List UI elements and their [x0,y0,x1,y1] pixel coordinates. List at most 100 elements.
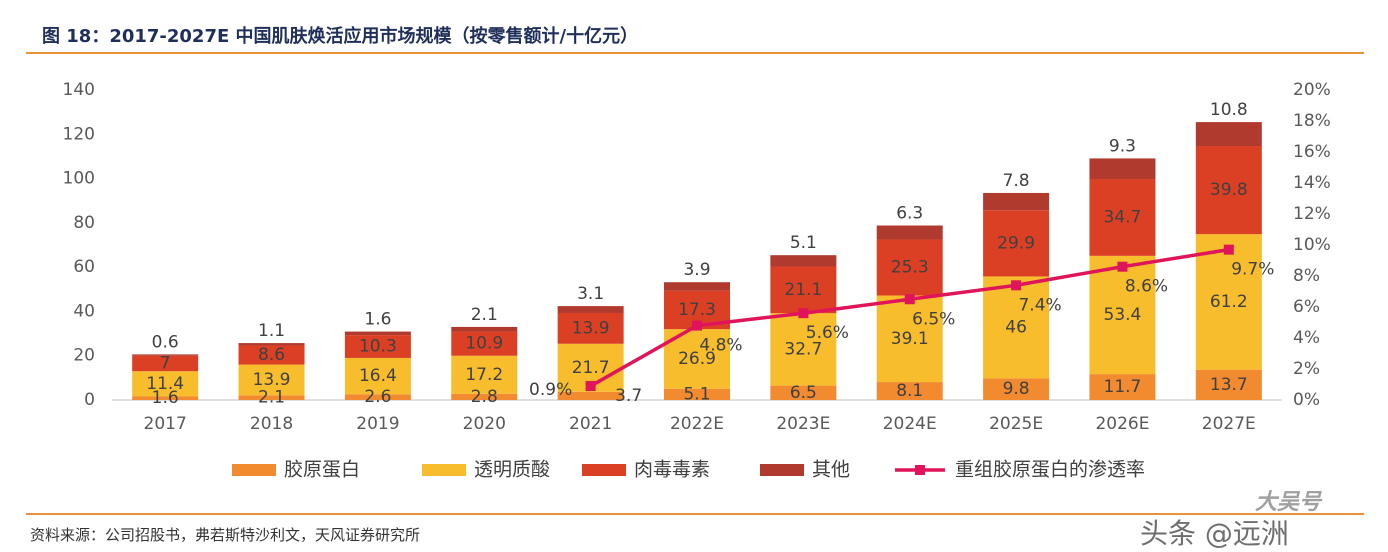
penetration-marker [1223,244,1234,255]
bar-data-label: 11.7 [1104,377,1142,397]
penetration-marker [904,294,915,305]
bar-segment-2 [451,355,518,394]
bar-data-label: 39.8 [1210,180,1248,200]
bar-segment-1 [1195,369,1262,400]
bar-segment-1 [238,395,305,400]
bar-segment-3 [344,335,411,358]
bar-segment-3 [132,355,199,372]
bar-segment-3 [238,345,305,365]
bar-segment-2 [1089,255,1156,375]
bar-segment-4 [876,225,943,240]
y-right-tick-label: 18% [1293,111,1331,131]
y-left-tick-label: 20 [73,346,95,366]
stacked-bar-chart: 0 20 40 60 80 100 120 140 0% 2% 4% 6% 8% 10% 12% 14% 16%… [63,80,1331,481]
bar-data-label: 8.1 [896,381,923,401]
bar-data-label: 61.2 [1210,292,1248,312]
bar-data-label: 8.6 [258,345,285,365]
bar-segment-1 [344,394,411,400]
bar-segment-4 [344,331,411,336]
penetration-data-label: 0.9% [529,380,572,400]
bar-data-label: 17.3 [678,300,716,320]
bar-data-label: 1.6 [364,310,391,330]
legend-swatch-1 [232,464,276,476]
y-left-tick-label: 60 [73,257,95,277]
y-right-tick-label: 0% [1293,390,1320,410]
source-divider [26,513,1364,515]
y-right-tick-label: 8% [1293,266,1320,286]
bar-segment-1 [770,385,837,400]
legend-label: 肉毒毒素 [634,459,710,481]
bar-data-label: 2.1 [258,388,285,408]
penetration-marker [1117,261,1128,272]
y-right-tick-label: 6% [1293,297,1320,317]
x-tick-label: 2023E [776,414,830,434]
legend-line-marker [915,465,925,475]
bar-segment-1 [983,378,1050,400]
bar-segment-2 [770,313,837,386]
bar-segment-4 [132,354,199,356]
bar-data-label: 21.1 [784,280,822,300]
bar-data-label: 26.9 [678,349,716,369]
bar-data-label: 16.4 [359,366,397,386]
legend-swatch-2 [422,464,466,476]
bar-segment-4 [238,343,305,346]
bar-data-label: 13.7 [1210,375,1248,395]
bar-segment-2 [238,364,305,396]
legend-swatch-4 [760,464,804,476]
bar-data-label: 9.8 [1003,379,1030,399]
x-tick-label: 2021 [569,414,612,434]
x-tick-label: 2019 [356,414,399,434]
penetration-data-label: 7.4% [1018,295,1061,315]
bar-data-label: 2.1 [471,305,498,325]
y-left-tick-label: 80 [73,213,95,233]
bar-segment-4 [983,192,1050,211]
bar-data-label: 10.9 [465,334,503,354]
bar-data-label: 7 [160,353,171,373]
bar-data-label: 46 [1005,317,1027,337]
bar-segment-1 [876,382,943,400]
bar-data-label: 10.8 [1210,100,1248,120]
penetration-data-label: 4.8% [699,336,742,356]
bar-segment-2 [1195,234,1262,370]
bar-data-label: 11.4 [146,374,184,394]
penetration-marker [798,308,809,319]
penetration-data-label: 8.6% [1125,277,1168,297]
penetration-marker [1011,280,1022,291]
bar-data-label: 13.9 [253,370,291,390]
legend-label: 透明质酸 [474,459,550,481]
bar-segment-2 [876,295,943,383]
bar-segment-4 [1195,122,1262,147]
bar-data-label: 6.3 [896,204,923,224]
bar-segment-1 [557,391,624,400]
x-tick-label: 2018 [250,414,293,434]
y-left-tick-label: 120 [63,124,95,144]
bar-data-label: 17.2 [465,365,503,385]
bar-data-label: 39.1 [891,329,929,349]
x-tick-label: 2025E [989,414,1043,434]
bar-segment-1 [664,388,730,400]
y-right-tick-label: 12% [1293,204,1331,224]
bar-segment-1 [451,393,518,400]
bar-data-label: 0.6 [152,332,179,352]
x-tick-label: 2020 [463,414,506,434]
penetration-data-label: 5.6% [806,323,849,343]
bar-data-label: 3.1 [577,284,604,304]
watermark-text: 头条 @远洲 [1140,517,1289,550]
bar-segment-2 [983,276,1050,379]
y-right-tick-label: 4% [1293,328,1320,348]
penetration-marker [585,381,596,392]
bar-data-label: 10.3 [359,337,397,357]
y-right-tick-label: 16% [1293,142,1331,162]
bar-data-label: 6.5 [790,383,817,403]
bar-data-label: 21.7 [572,358,610,378]
bar-segment-2 [132,371,199,397]
bar-data-label: 3.7 [615,386,642,406]
bar-data-label: 34.7 [1104,207,1142,227]
y-right-tick-label: 14% [1293,173,1331,193]
title-divider [26,52,1364,54]
source-note: 资料来源：公司招股书，弗若斯特沙利文，天风证券研究所 [30,526,421,544]
bar-segment-4 [664,282,730,291]
bar-data-label: 53.4 [1104,305,1142,325]
bar-segment-2 [344,357,411,395]
bar-segment-3 [770,266,837,314]
